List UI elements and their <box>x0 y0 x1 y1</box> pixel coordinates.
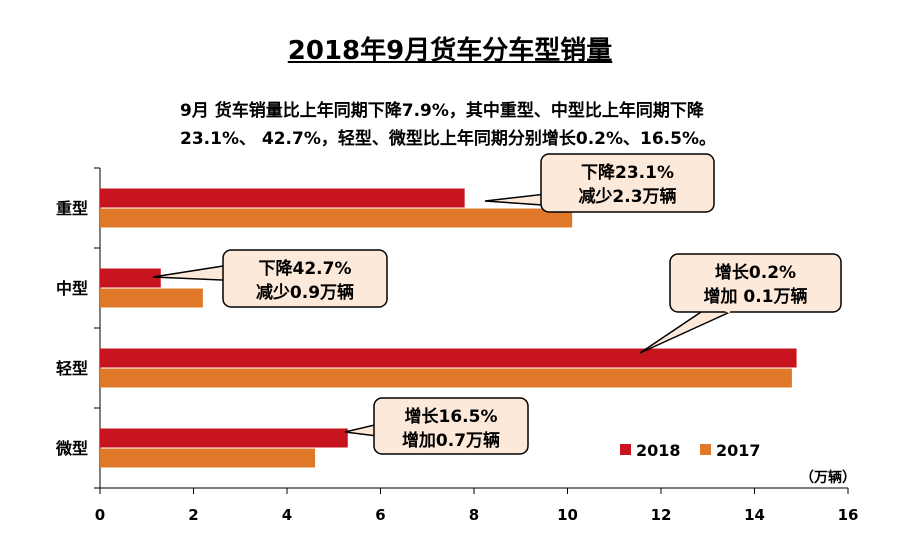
category-label: 中型 <box>56 279 88 298</box>
callout-text: 增加 0.1万辆 <box>703 286 807 307</box>
category-label: 轻型 <box>56 359 88 378</box>
callout-box <box>373 397 529 455</box>
callout-seam <box>381 422 387 438</box>
legend-swatch-2017 <box>700 444 711 455</box>
x-tick-label: 8 <box>469 506 479 524</box>
subtitle-line-2: 23.1%、 42.7%，轻型、微型比上年同期分别增长0.2%、16.5%。 <box>180 129 716 149</box>
bar-2018 <box>100 428 348 448</box>
callout-box <box>669 253 842 313</box>
callout-text: 增长0.2% <box>715 262 796 283</box>
x-tick-label: 2 <box>188 506 198 524</box>
callout-box <box>222 249 388 308</box>
legend-label-2018: 2018 <box>636 441 681 460</box>
callout-seam <box>570 190 588 209</box>
bar-2018 <box>100 188 465 208</box>
x-tick-label: 10 <box>557 506 578 524</box>
callout-text: 增加0.7万辆 <box>402 430 500 451</box>
x-tick-label: 14 <box>744 506 765 524</box>
callout-text: 下降42.7% <box>259 258 352 279</box>
x-tick-label: 16 <box>838 506 859 524</box>
x-tick-label: 6 <box>375 506 385 524</box>
category-label: 重型 <box>56 199 88 218</box>
bar-2017 <box>100 208 573 228</box>
callout-text: 下降23.1% <box>581 162 674 183</box>
x-tick-label: 4 <box>282 506 292 524</box>
legend-label-2017: 2017 <box>716 441 761 460</box>
bar-2018 <box>100 268 161 288</box>
category-label: 微型 <box>55 439 88 458</box>
subtitle-line-1: 9月 货车销量比上年同期下降7.9%，其中重型、中型比上年同期下降 <box>180 101 704 121</box>
unit-label: （万辆） <box>800 469 856 486</box>
bar-2017 <box>100 368 792 388</box>
bar-2017 <box>100 288 203 308</box>
callout-seam <box>712 302 731 314</box>
legend-swatch-2018 <box>620 444 631 455</box>
callout-seam <box>234 263 246 282</box>
bar-2018 <box>100 348 797 368</box>
callout-box <box>540 153 715 213</box>
bar-2017 <box>100 448 316 468</box>
x-tick-label: 12 <box>651 506 672 524</box>
chart-title: 2018年9月货车分车型销量 <box>287 36 613 66</box>
callout-text: 增长16.5% <box>405 406 498 427</box>
x-tick-label: 0 <box>95 506 105 524</box>
callout-text: 减少2.3万辆 <box>578 186 676 207</box>
callout-text: 减少0.9万辆 <box>256 282 354 303</box>
